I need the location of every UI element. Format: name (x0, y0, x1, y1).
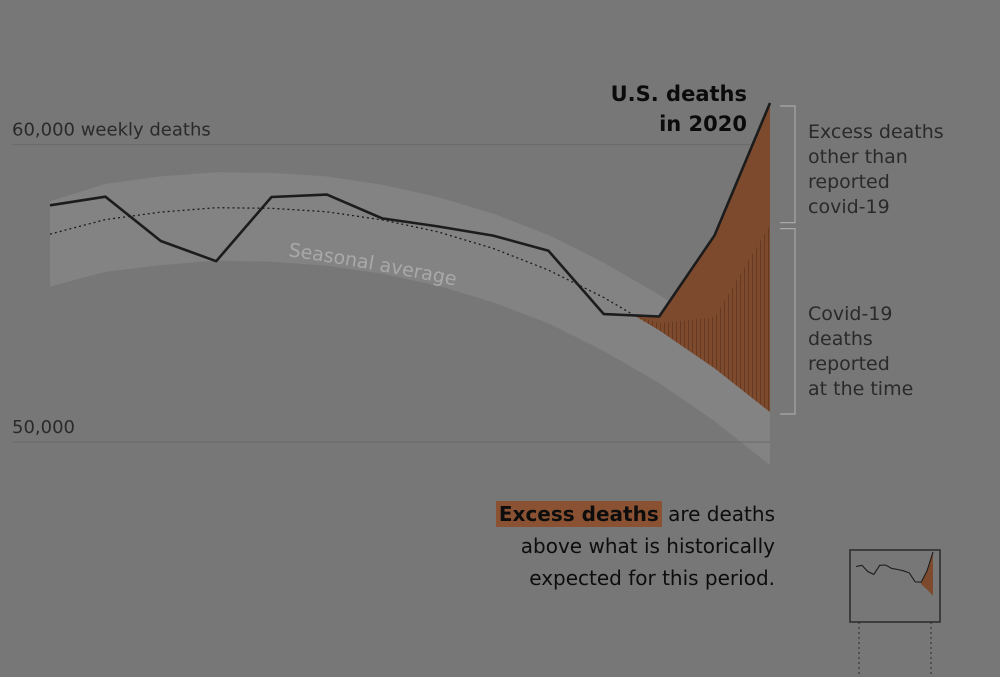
excess-other-label-line-4: covid-19 (808, 196, 890, 218)
covid-label-line-3: reported (808, 353, 890, 375)
excess-other-label-line-3: reported (808, 171, 890, 193)
excess-other-label-line-2: other than (808, 146, 908, 168)
excess-other-bracket (780, 105, 796, 224)
covid-bracket (780, 228, 796, 415)
covid-label-line-4: at the time (808, 378, 913, 400)
chart-title-line-2: in 2020 (659, 112, 747, 136)
minimap[interactable] (849, 549, 941, 677)
y-tick-label-60000: 60,000 weekly deaths (12, 120, 211, 141)
minimap-frame[interactable] (849, 549, 941, 623)
y-tick-label-50000: 50,000 (12, 417, 75, 438)
minimap-deaths-line (855, 551, 934, 583)
excess-deaths-highlight: Excess deaths (495, 501, 662, 527)
excess-deaths-definition: are deaths above what is historically ex… (520, 502, 775, 590)
excess-deaths-note: Excess deaths are deaths above what is h… (470, 498, 775, 594)
covid-deaths-reported-area (634, 224, 770, 412)
us-deaths-2020-line (49, 102, 772, 318)
excess-other-label-line-1: Excess deaths (808, 121, 944, 143)
chart-title-line-1: U.S. deaths (611, 82, 747, 106)
covid-label-line-1: Covid-19 (808, 303, 893, 325)
covid-label-line-2: deaths (808, 328, 873, 350)
